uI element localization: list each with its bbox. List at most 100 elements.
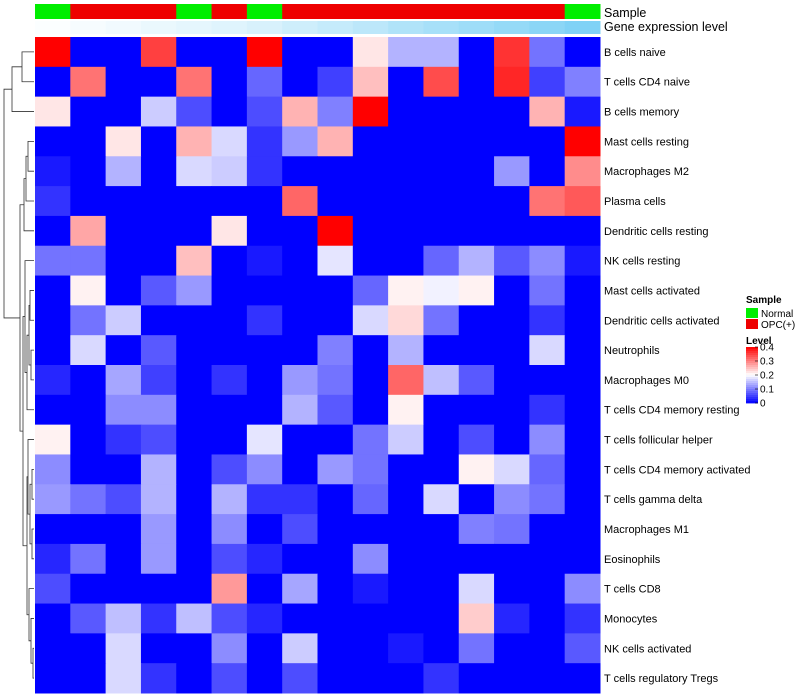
heatmap-cell bbox=[494, 186, 530, 217]
legend-sample-title: Sample bbox=[746, 295, 782, 306]
heatmap-cell bbox=[176, 96, 213, 127]
heatmap-cell bbox=[246, 335, 283, 366]
heatmap-cell bbox=[494, 156, 530, 187]
heatmap-cell bbox=[388, 663, 424, 694]
heatmap-cell bbox=[494, 514, 530, 545]
heatmap-cell bbox=[564, 663, 601, 694]
heatmap-cell bbox=[140, 156, 177, 187]
row-label: T cells CD4 memory resting bbox=[604, 405, 740, 417]
colorbar-step bbox=[746, 389, 758, 392]
heatmap-cell bbox=[352, 37, 389, 68]
heatmap-cell bbox=[317, 186, 354, 217]
dendrogram-branch bbox=[30, 618, 34, 664]
heatmap-cell bbox=[423, 663, 460, 694]
heatmap-cell bbox=[140, 245, 177, 277]
expression-track-cell bbox=[458, 21, 495, 34]
heatmap-cell bbox=[352, 186, 389, 217]
heatmap-cell bbox=[282, 424, 318, 455]
heatmap-cell bbox=[388, 454, 424, 485]
heatmap-cell bbox=[529, 543, 566, 575]
heatmap-cell bbox=[35, 156, 71, 187]
heatmap-cell bbox=[70, 96, 107, 127]
heatmap-cell bbox=[211, 156, 248, 187]
heatmap-cell bbox=[105, 215, 142, 247]
heatmap-cell bbox=[564, 394, 601, 426]
gene-expression-track bbox=[35, 21, 601, 34]
legend: Sample Normal OPC(+) Level 0.4 0.3 0.2 0.1 0 bbox=[746, 295, 795, 410]
heatmap-cell bbox=[317, 424, 354, 455]
heatmap-cell bbox=[564, 37, 601, 68]
sample-track-cell bbox=[282, 4, 318, 19]
heatmap-cell bbox=[388, 484, 424, 515]
heatmap-cell bbox=[211, 66, 248, 98]
heatmap-cell bbox=[35, 126, 71, 157]
heatmap-cell bbox=[35, 514, 71, 545]
heatmap-cell bbox=[352, 633, 389, 664]
heatmap-cell bbox=[388, 365, 424, 396]
heatmap-cell bbox=[529, 37, 566, 68]
heatmap-cell bbox=[423, 186, 460, 217]
heatmap-cell bbox=[388, 245, 424, 277]
heatmap-cell bbox=[176, 37, 213, 68]
heatmap-cell bbox=[564, 424, 601, 455]
heatmap-cell bbox=[352, 335, 389, 366]
sample-track-cell bbox=[35, 4, 71, 19]
heatmap-cell bbox=[388, 335, 424, 366]
heatmap-cell bbox=[211, 275, 248, 306]
heatmap-cell bbox=[70, 37, 107, 68]
heatmap-cell bbox=[105, 573, 142, 605]
heatmap-cell bbox=[352, 365, 389, 396]
heatmap-cell bbox=[423, 543, 460, 575]
heatmap-cell bbox=[176, 424, 213, 455]
heatmap-cell bbox=[105, 126, 142, 157]
heatmap-cell bbox=[246, 215, 283, 247]
heatmap-cell bbox=[317, 215, 354, 247]
heatmap-cell bbox=[282, 663, 318, 694]
heatmap-cell bbox=[352, 215, 389, 247]
heatmap-cell bbox=[176, 454, 213, 485]
heatmap-cell bbox=[70, 275, 107, 306]
heatmap-cell bbox=[35, 96, 71, 127]
track-label-sample: Sample bbox=[604, 6, 646, 20]
heatmap-cell bbox=[423, 514, 460, 545]
heatmap-cell bbox=[529, 484, 566, 515]
heatmap-cell bbox=[529, 514, 566, 545]
heatmap-cell bbox=[529, 573, 566, 605]
heatmap-cell bbox=[246, 66, 283, 98]
heatmap-cell bbox=[282, 126, 318, 157]
heatmap-cell bbox=[388, 543, 424, 575]
heatmap-cell bbox=[458, 484, 495, 515]
heatmap-cell bbox=[246, 543, 283, 575]
heatmap-cell bbox=[423, 215, 460, 247]
heatmap-cell bbox=[282, 96, 318, 127]
heatmap-cell bbox=[282, 275, 318, 306]
heatmap-cell bbox=[70, 66, 107, 98]
row-label: B cells memory bbox=[604, 107, 680, 119]
heatmap-cells bbox=[35, 37, 601, 694]
heatmap-cell bbox=[140, 96, 177, 127]
heatmap-cell bbox=[211, 245, 248, 277]
heatmap-cell bbox=[246, 603, 283, 634]
heatmap-cell bbox=[211, 215, 248, 247]
heatmap-cell bbox=[388, 394, 424, 426]
colorbar-step bbox=[746, 397, 758, 400]
heatmap-cell bbox=[140, 215, 177, 247]
heatmap-cell bbox=[176, 514, 213, 545]
heatmap-cell bbox=[246, 663, 283, 694]
sample-track-cell bbox=[564, 4, 601, 19]
row-label: Monocytes bbox=[604, 613, 658, 625]
heatmap-cell bbox=[494, 365, 530, 396]
colorbar-step bbox=[746, 391, 758, 394]
expression-track-cell bbox=[282, 21, 318, 34]
heatmap-cell bbox=[564, 245, 601, 277]
row-label: Macrophages M0 bbox=[604, 375, 689, 387]
expression-track-cell bbox=[494, 21, 530, 34]
row-label: B cells naive bbox=[604, 47, 666, 59]
heatmap-cell bbox=[458, 543, 495, 575]
heatmap-cell bbox=[211, 603, 248, 634]
heatmap-cell bbox=[70, 514, 107, 545]
heatmap-cell bbox=[176, 603, 213, 634]
legend-opc-swatch bbox=[746, 319, 758, 329]
heatmap-cell bbox=[70, 454, 107, 485]
dendrogram-branch bbox=[27, 439, 34, 515]
